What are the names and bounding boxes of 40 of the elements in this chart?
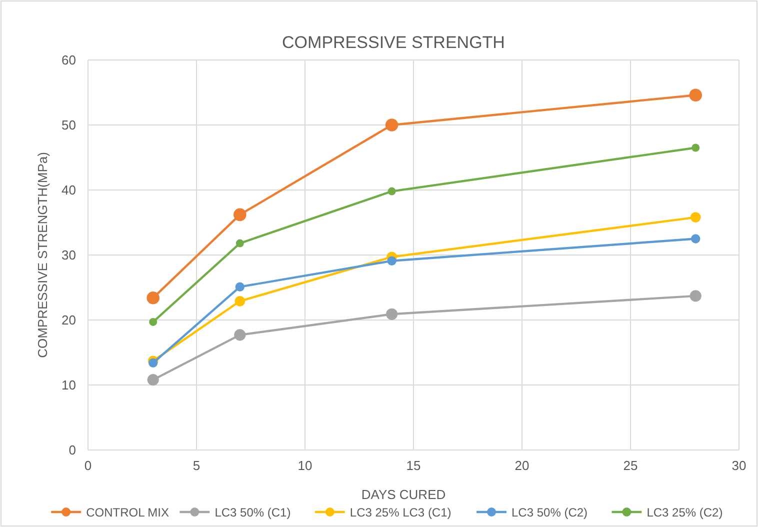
point	[149, 318, 158, 326]
point	[690, 212, 701, 222]
legend-label: LC3 25% LC3 (C1)	[350, 506, 452, 520]
y-tick-label: 50	[62, 118, 76, 132]
legend-label: LC3 50% (C2)	[512, 506, 588, 520]
point	[148, 358, 158, 368]
chart-title: COMPRESSIVE STRENGTH	[282, 33, 505, 52]
point	[692, 144, 700, 152]
x-tick-label: 15	[406, 458, 421, 473]
x-tick-label: 5	[192, 458, 200, 473]
point	[236, 239, 244, 248]
y-tick-label: 10	[62, 378, 76, 392]
point	[234, 208, 246, 222]
point	[234, 296, 246, 306]
x-axis-title: DAYS CURED	[361, 487, 446, 502]
point	[387, 256, 396, 266]
point	[235, 282, 244, 292]
y-tick-label: 30	[62, 248, 76, 262]
point	[147, 374, 159, 386]
y-axis-title: COMPRESSIVE STRENGTH(MPa)	[35, 152, 50, 358]
legend-label: LC3 25% (C2)	[646, 506, 723, 520]
y-tick-label: 40	[62, 182, 76, 198]
legend-label: LC3 50% (C1)	[214, 506, 291, 520]
point	[691, 234, 700, 244]
y-tick-label: 60	[62, 52, 76, 68]
x-tick-label: 20	[514, 458, 530, 473]
point	[689, 88, 702, 102]
point	[385, 118, 398, 132]
point	[690, 290, 702, 302]
x-tick-label: 10	[298, 458, 312, 473]
point	[146, 292, 160, 304]
x-tick-label: 25	[623, 458, 638, 473]
point	[388, 187, 396, 196]
point	[386, 308, 398, 320]
y-tick-label: 0	[68, 442, 76, 458]
legend-label: CONTROL MIX	[86, 506, 170, 520]
point	[234, 329, 246, 341]
x-tick-label: 0	[84, 458, 92, 473]
x-tick-label: 30	[732, 458, 746, 473]
y-tick-label: 20	[62, 312, 76, 328]
